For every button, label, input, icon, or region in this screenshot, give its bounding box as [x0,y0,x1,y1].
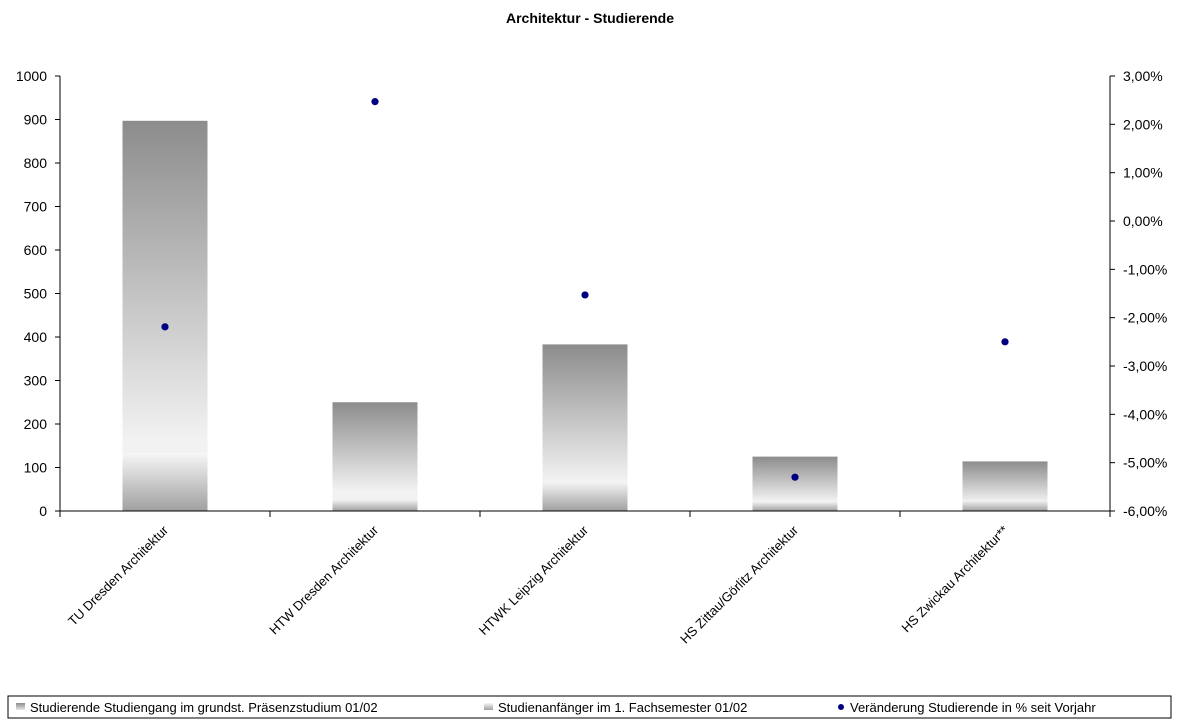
point-veraenderung [1001,338,1009,346]
y-left-tick-label: 1000 [16,68,47,84]
x-tick-labels: TU Dresden Architektur HTW Dresden Archit… [65,522,1011,646]
y-left-tick-label: 900 [24,112,48,128]
y-left-tick-label: 500 [24,286,48,302]
legend-label-studierende: Studierende Studiengang im grundst. Präs… [30,700,378,715]
legend-swatch-studierende [16,703,25,710]
y-right-tick-label: -5,00% [1123,455,1167,471]
point-veraenderung [371,98,379,106]
legend-label-veraenderung: Veränderung Studierende in % seit Vorjah… [850,700,1096,715]
y-right-tick-label: 1,00% [1123,165,1163,181]
x-tick-label: HS Zittau/Görlitz Architektur [677,522,801,646]
y-right-tick-label: -6,00% [1123,503,1167,519]
bar-studienanfaenger [122,453,208,511]
y-right-tick-label: -4,00% [1123,406,1167,422]
legend: Studierende Studiengang im grundst. Präs… [7,695,1172,719]
axes-group: 0 100 200 300 400 500 600 700 800 900 1000 -6,00% -5… [16,68,1168,519]
y-left-tick-label: 400 [24,329,48,345]
chart-title: Architektur - Studierende [506,10,674,26]
y-right-tick-label: -3,00% [1123,358,1167,374]
x-tick-label: HS Zwickau Architektur** [898,523,1011,636]
legend-box [7,695,1172,719]
y-left-tick-label: 100 [24,460,48,476]
point-veraenderung [581,291,589,299]
bar-studienanfaenger [752,501,838,511]
y-left-tick-label: 800 [24,155,48,171]
bar-studierende [332,402,418,511]
y-left-tick-label: 600 [24,242,48,258]
bar-studienanfaenger [962,500,1048,511]
y-right-tick-label: -1,00% [1123,261,1167,277]
legend-swatch-studienanfaenger [484,703,493,710]
bars-group [122,120,1048,512]
legend-marker-veraenderung [838,704,844,710]
x-tick-label: TU Dresden Architektur [65,522,172,629]
y-left-tick-label: 0 [39,503,47,519]
x-tick-label: HTWK Leipzig Architektur [476,522,592,638]
y-right-tick-label: -2,00% [1123,310,1167,326]
point-veraenderung [161,323,169,331]
y-right-tick-label: 0,00% [1123,213,1163,229]
dots-group [161,98,1009,481]
y-right-tick-label: 3,00% [1123,68,1163,84]
y-right-tick-label: 2,00% [1123,116,1163,132]
bar-studierende [122,120,208,512]
bar-studienanfaenger [542,481,628,511]
y-left-tick-label: 300 [24,373,48,389]
y-left-tick-label: 700 [24,199,48,215]
bar-studienanfaenger [332,499,418,511]
legend-label-studienanfaenger: Studienanfänger im 1. Fachsemester 01/02 [498,700,747,715]
point-veraenderung [791,473,799,481]
y-left-tick-label: 200 [24,416,48,432]
x-tick-label: HTW Dresden Architektur [266,522,381,637]
